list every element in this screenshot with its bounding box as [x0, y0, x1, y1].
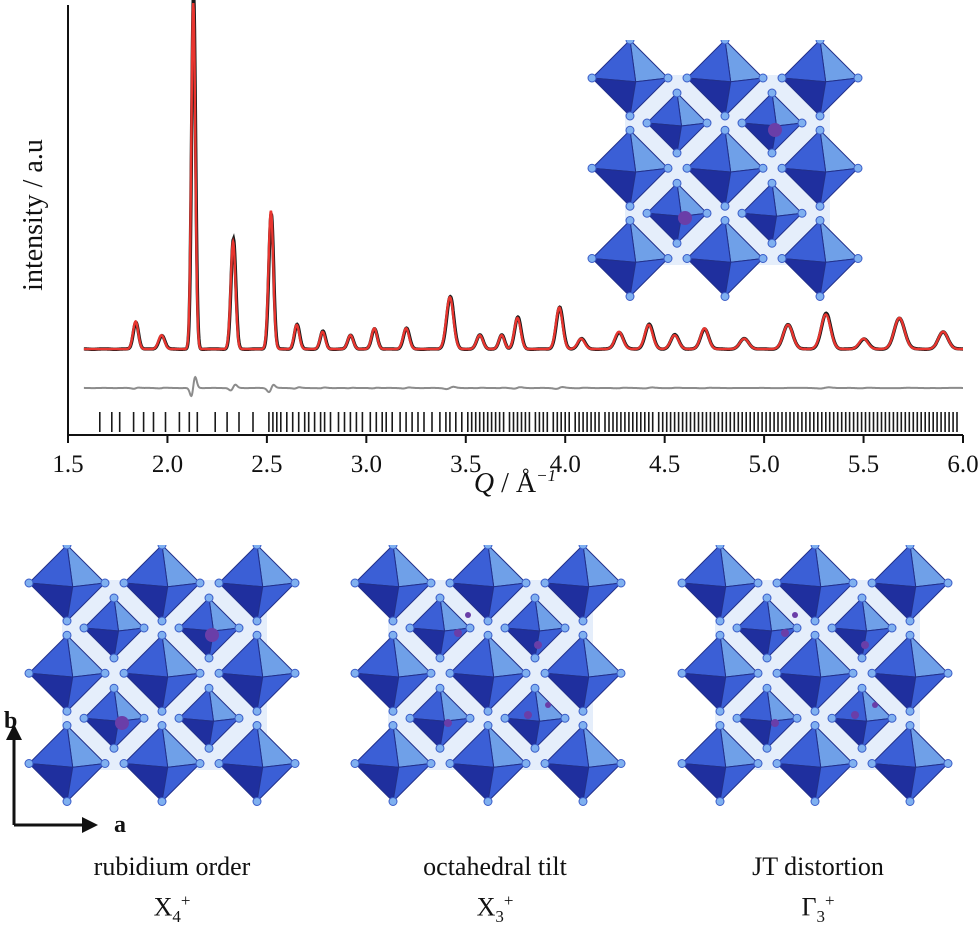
octahedron: [540, 545, 626, 626]
x-tick-label: 5.5: [848, 451, 879, 478]
rubidium-atom: [454, 629, 462, 637]
octahedron: [350, 545, 436, 626]
reflection-ticks: [99, 412, 958, 432]
caption-title: rubidium order: [93, 852, 251, 881]
axis-b-label: b: [4, 708, 18, 734]
octahedron: [119, 630, 205, 716]
rubidium-atom: [444, 719, 452, 727]
octahedron: [500, 593, 570, 663]
octahedron: [445, 721, 531, 806]
rubidium-atom: [678, 211, 692, 225]
x-tick-label: 4.0: [550, 451, 581, 478]
x-tick-label: 3.0: [351, 451, 382, 478]
octahedron: [79, 593, 149, 663]
octahedron: [772, 721, 858, 806]
caption-irrep: X3+: [476, 891, 514, 926]
octahedron: [214, 545, 300, 626]
lattice-axes-arrows: [6, 724, 98, 833]
octahedron: [24, 545, 110, 626]
rubidium-atom: [861, 641, 869, 649]
structure-octahedral-tilt: [350, 545, 626, 806]
caption-jt-distortion: JT distortion Γ3+: [668, 850, 968, 934]
octahedron: [119, 721, 205, 806]
rubidium-atom: [792, 612, 798, 618]
calculated-curve: [83, 3, 963, 351]
rubidium-atom: [465, 612, 471, 618]
octahedron: [540, 630, 626, 716]
octahedron: [214, 630, 300, 716]
rubidium-atom: [205, 628, 219, 642]
rubidium-atom: [768, 123, 782, 137]
x-tick-label: 5.0: [748, 451, 779, 478]
octahedron: [867, 545, 953, 626]
octahedron: [827, 593, 897, 663]
caption-title: octahedral tilt: [423, 852, 567, 881]
plot-frame: [67, 5, 963, 436]
octahedron: [214, 721, 300, 806]
octahedron: [682, 40, 768, 121]
structure-rubidium-order: [24, 545, 300, 806]
octahedron: [777, 40, 863, 121]
rubidium-atom: [545, 702, 551, 708]
rubidium-atom: [851, 711, 859, 719]
x-tick-label: 4.5: [649, 451, 680, 478]
octahedron: [732, 683, 802, 753]
octahedron: [79, 683, 149, 753]
rubidium-atom: [872, 702, 878, 708]
octahedron: [24, 630, 110, 716]
octahedron: [867, 630, 953, 716]
rubidium-atom: [781, 629, 789, 637]
octahedron: [119, 545, 205, 626]
x-axis-label: Q / Å−1: [474, 466, 556, 499]
octahedron: [350, 630, 436, 716]
octahedron: [677, 721, 763, 806]
octahedron: [677, 545, 763, 626]
octahedron: [677, 630, 763, 716]
diffraction-plot: 1.5 2.0 2.5 3.0 3.5 4.0 4.5 5.0 5.5 6.0 intensity…: [18, 0, 979, 499]
inset-crystal-structure: [587, 40, 863, 301]
caption-octahedral-tilt: octahedral tilt X3+: [345, 850, 645, 934]
x-tick-label: 3.5: [450, 451, 481, 478]
octahedron: [587, 125, 673, 211]
rubidium-atom: [524, 711, 532, 719]
rubidium-atom: [771, 719, 779, 727]
octahedron: [174, 683, 244, 753]
octahedron: [540, 721, 626, 806]
octahedron: [350, 721, 436, 806]
octahedron: [587, 216, 673, 301]
axis-a-label: a: [114, 812, 126, 838]
octahedron: [587, 40, 673, 121]
difference-curve: [83, 375, 963, 398]
octahedron: [445, 630, 531, 716]
octahedron: [682, 216, 768, 301]
caption-irrep: Γ3+: [801, 891, 835, 926]
caption-title: JT distortion: [752, 852, 884, 881]
rubidium-atom: [534, 641, 542, 649]
caption-rubidium-order: rubidium order X4+: [22, 850, 322, 934]
octahedron: [642, 88, 712, 158]
structure-jt-distortion: [677, 545, 953, 806]
octahedron: [777, 125, 863, 211]
x-tick-label: 6.0: [947, 451, 978, 478]
y-axis-label: intensity / a.u: [18, 139, 49, 291]
octahedron: [772, 545, 858, 626]
rubidium-atom: [115, 716, 129, 730]
octahedron: [777, 216, 863, 301]
octahedron: [445, 545, 531, 626]
octahedron: [737, 178, 807, 248]
octahedron: [737, 88, 807, 158]
caption-irrep: X4+: [153, 891, 191, 926]
octahedron: [24, 721, 110, 806]
x-tick-label: 1.5: [52, 451, 83, 478]
x-tick-label: 2.5: [251, 451, 282, 478]
octahedron: [867, 721, 953, 806]
octahedron: [682, 125, 768, 211]
octahedron: [405, 593, 475, 663]
octahedron: [732, 593, 802, 663]
x-axis-ticks: 1.5 2.0 2.5 3.0 3.5 4.0 4.5 5.0 5.5 6.0: [52, 435, 979, 478]
x-tick-label: 2.0: [152, 451, 183, 478]
octahedron: [772, 630, 858, 716]
